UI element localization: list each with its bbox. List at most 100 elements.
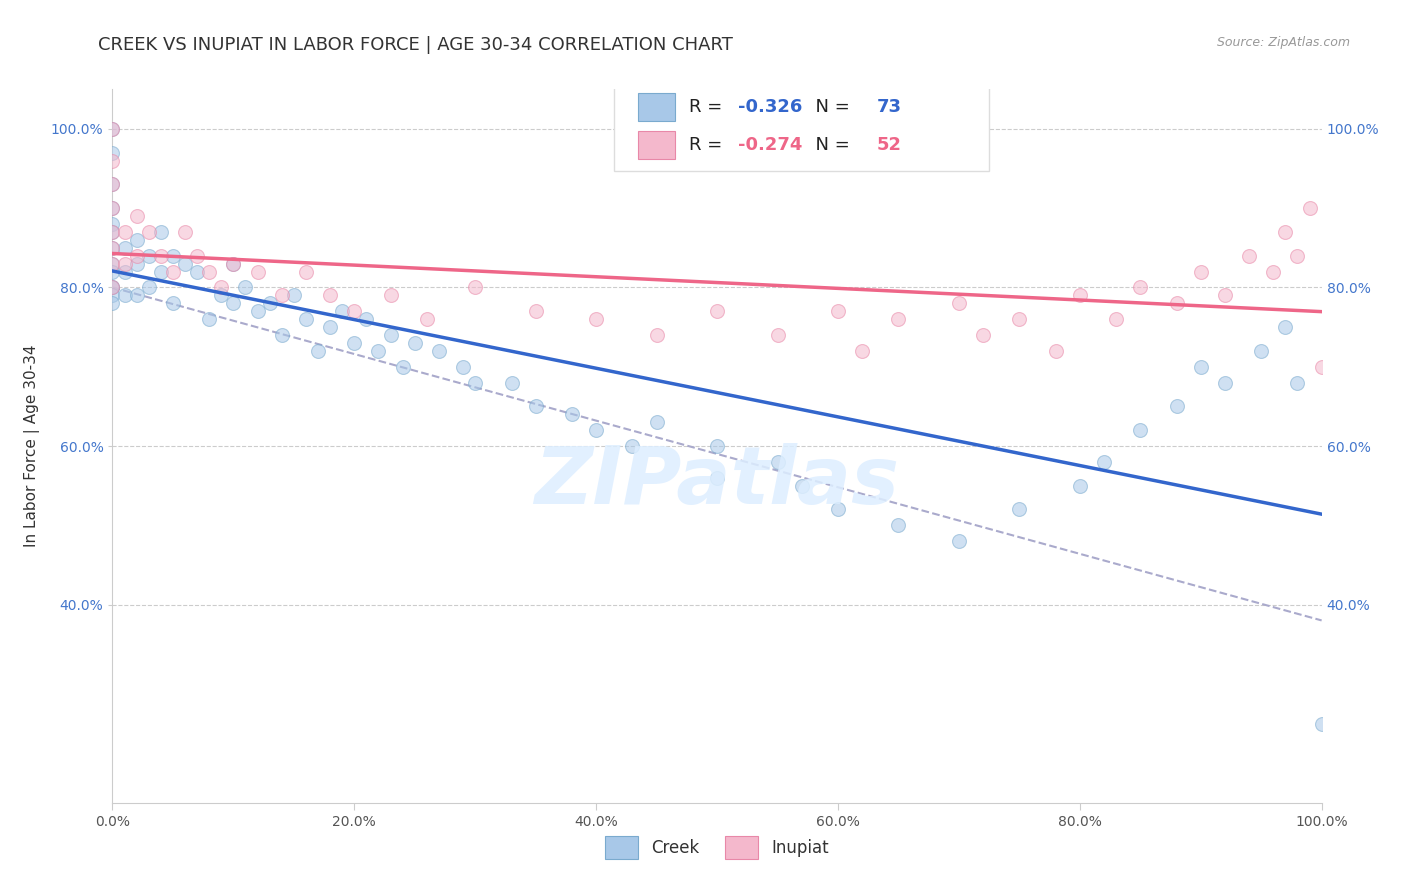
Point xyxy=(222,257,245,271)
Legend: Creek, Inupiat: Creek, Inupiat xyxy=(599,829,835,866)
FancyBboxPatch shape xyxy=(638,130,675,159)
Point xyxy=(198,312,221,326)
Point xyxy=(101,145,124,160)
Point xyxy=(101,178,124,192)
Point xyxy=(101,257,124,271)
Point xyxy=(295,264,318,278)
Point xyxy=(114,225,136,239)
Point xyxy=(101,201,124,215)
Point xyxy=(585,312,607,326)
Point xyxy=(404,335,426,350)
Point xyxy=(1092,455,1115,469)
Point xyxy=(1129,423,1152,437)
Point xyxy=(356,312,378,326)
Point xyxy=(948,296,970,310)
Point xyxy=(162,296,184,310)
Point xyxy=(887,518,910,533)
Point xyxy=(101,153,124,168)
Point xyxy=(209,280,232,294)
Point xyxy=(174,225,197,239)
Point xyxy=(790,478,813,492)
Point xyxy=(367,343,389,358)
Text: CREEK VS INUPIAT IN LABOR FORCE | AGE 30-34 CORRELATION CHART: CREEK VS INUPIAT IN LABOR FORCE | AGE 30… xyxy=(98,36,734,54)
Point xyxy=(1008,502,1031,516)
Point xyxy=(101,280,124,294)
Point xyxy=(1189,359,1212,374)
Point xyxy=(1069,478,1091,492)
Point xyxy=(1263,264,1285,278)
Point xyxy=(1286,249,1309,263)
Point xyxy=(138,225,160,239)
Point xyxy=(101,257,124,271)
Point xyxy=(125,257,148,271)
Point xyxy=(706,439,728,453)
Point xyxy=(270,288,292,302)
Point xyxy=(1250,343,1272,358)
Point xyxy=(101,241,124,255)
Point xyxy=(427,343,450,358)
Point xyxy=(451,359,474,374)
Point xyxy=(101,264,124,278)
Point xyxy=(149,249,172,263)
Point xyxy=(380,328,402,343)
Point xyxy=(1189,264,1212,278)
Point xyxy=(101,121,124,136)
Point xyxy=(621,439,644,453)
Point xyxy=(1274,225,1296,239)
Point xyxy=(851,343,873,358)
Point xyxy=(645,415,668,429)
Point xyxy=(766,455,789,469)
Point xyxy=(1166,296,1188,310)
Point xyxy=(1274,320,1296,334)
Point xyxy=(101,217,124,231)
Point xyxy=(114,241,136,255)
Point xyxy=(1008,312,1031,326)
Point xyxy=(972,328,994,343)
FancyBboxPatch shape xyxy=(614,78,988,171)
Point xyxy=(246,264,269,278)
Point xyxy=(125,233,148,247)
Point xyxy=(1069,288,1091,302)
Point xyxy=(270,328,292,343)
Point xyxy=(585,423,607,437)
Text: ZIPatlas: ZIPatlas xyxy=(534,442,900,521)
Point xyxy=(209,288,232,302)
Point xyxy=(174,257,197,271)
Point xyxy=(887,312,910,326)
Point xyxy=(948,534,970,549)
Point xyxy=(1286,376,1309,390)
Point xyxy=(464,280,486,294)
Text: -0.274: -0.274 xyxy=(738,136,801,153)
Point xyxy=(162,264,184,278)
Point xyxy=(198,264,221,278)
Point xyxy=(1129,280,1152,294)
Point xyxy=(283,288,305,302)
Point xyxy=(235,280,257,294)
Text: N =: N = xyxy=(804,136,856,153)
Point xyxy=(827,304,849,318)
Point xyxy=(307,343,329,358)
Point xyxy=(101,121,124,136)
Point xyxy=(246,304,269,318)
Point xyxy=(319,320,342,334)
Point xyxy=(1213,288,1236,302)
Point xyxy=(101,225,124,239)
Point xyxy=(1213,376,1236,390)
Point xyxy=(391,359,413,374)
Point xyxy=(186,249,208,263)
Point xyxy=(125,209,148,223)
Point xyxy=(222,257,245,271)
Text: R =: R = xyxy=(689,136,728,153)
Text: -0.326: -0.326 xyxy=(738,98,801,116)
Point xyxy=(706,471,728,485)
Text: 73: 73 xyxy=(877,98,901,116)
Point xyxy=(319,288,342,302)
Point xyxy=(645,328,668,343)
Point xyxy=(114,264,136,278)
Y-axis label: In Labor Force | Age 30-34: In Labor Force | Age 30-34 xyxy=(24,344,39,548)
Point xyxy=(186,264,208,278)
Point xyxy=(827,502,849,516)
Point xyxy=(1166,400,1188,414)
Point xyxy=(524,400,547,414)
Point xyxy=(101,296,124,310)
